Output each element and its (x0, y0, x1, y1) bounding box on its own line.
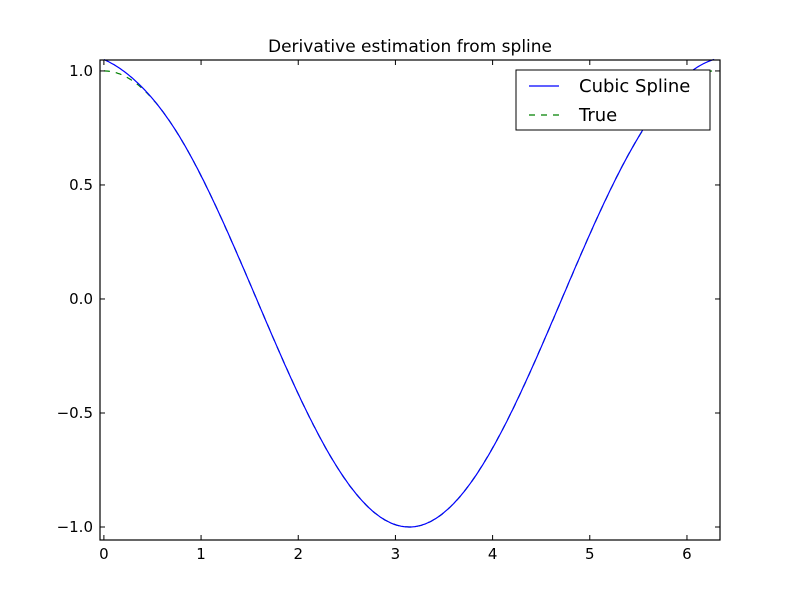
x-tick-label: 2 (293, 545, 303, 563)
y-axis: 1.0 0.5 0.0 −0.5 −1.0 (57, 62, 720, 536)
legend-box (515, 69, 711, 131)
legend-label-true: True (578, 105, 617, 126)
series-cubic-spline-line (103, 58, 715, 528)
y-tick-label: 0.5 (69, 176, 93, 194)
y-tick-label: 1.0 (69, 62, 93, 80)
x-tick-label: 4 (488, 545, 498, 563)
y-tick-label: −0.5 (57, 404, 93, 422)
x-tick-label: 0 (99, 545, 109, 563)
x-tick-label: 1 (196, 545, 206, 563)
legend-label-cubic-spline: Cubic Spline (579, 76, 690, 97)
x-tick-label: 5 (585, 545, 595, 563)
axes-frame (99, 59, 721, 541)
series-true-line (103, 70, 715, 528)
x-tick-label: 3 (391, 545, 401, 563)
x-axis: 0 1 2 3 4 5 6 (99, 60, 692, 563)
y-tick-label: −1.0 (57, 518, 93, 536)
y-tick-label: 0.0 (69, 290, 93, 308)
plot-area (103, 58, 715, 528)
x-tick-label: 6 (682, 545, 692, 563)
legend: Cubic Spline True (515, 69, 711, 131)
chart-title: Derivative estimation from spline (268, 37, 552, 57)
